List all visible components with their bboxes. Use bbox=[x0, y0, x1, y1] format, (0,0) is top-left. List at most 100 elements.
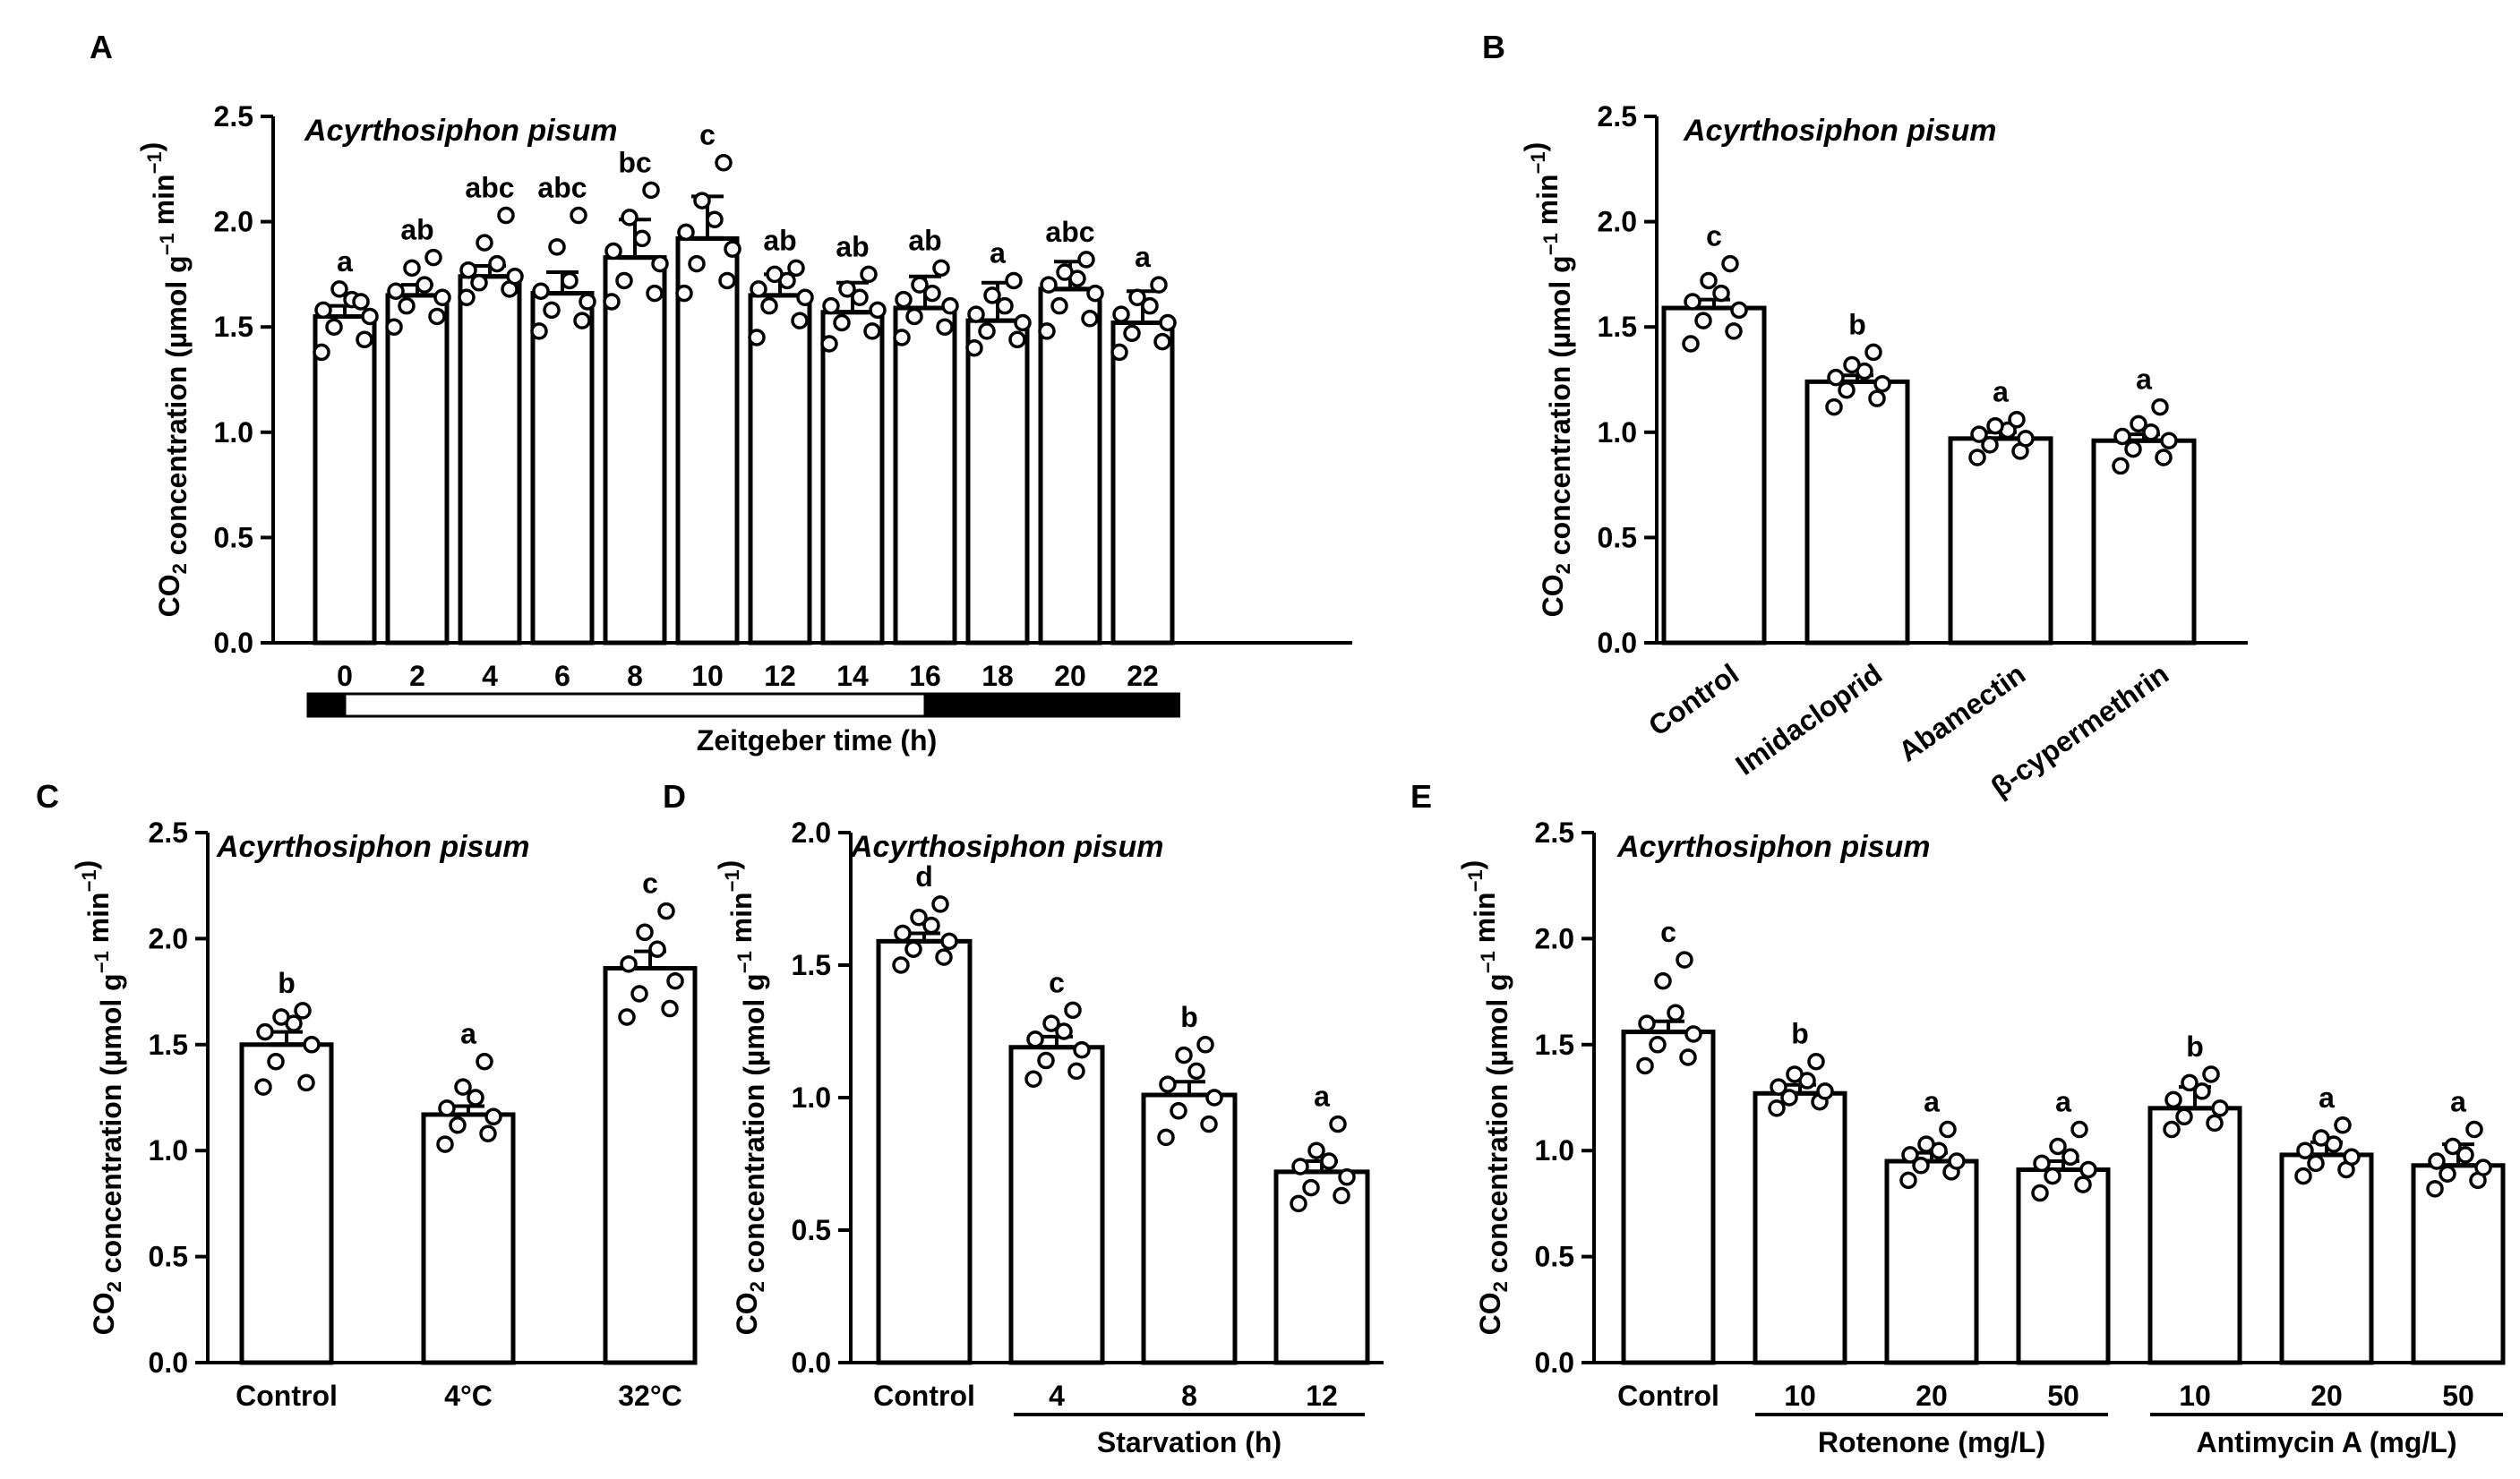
panel-letter: D bbox=[663, 778, 686, 815]
y-axis-label-part: ) bbox=[1519, 142, 1551, 152]
data-point bbox=[1684, 293, 1701, 311]
y-tick-label: 2.0 bbox=[1535, 922, 1574, 954]
data-point bbox=[2155, 449, 2173, 466]
data-point bbox=[1040, 276, 1058, 294]
bar bbox=[603, 966, 698, 1365]
y-axis-label: CO2 concentration (µmol g−1 min−1) bbox=[1519, 142, 1576, 618]
bar bbox=[421, 1112, 516, 1365]
y-tick-label: 0.0 bbox=[792, 1346, 831, 1379]
data-point bbox=[983, 286, 1001, 304]
light-phase-bar bbox=[343, 692, 927, 718]
significance-letter: ab bbox=[908, 224, 941, 256]
data-point bbox=[693, 192, 711, 209]
data-point bbox=[820, 335, 838, 353]
panel-b: B Acyrthosiphon pisum 0.0 0.5 1.0 1.5 2.0 2.5 CO… bbox=[1482, 29, 2248, 803]
group-label: Antimycin A (mg/L) bbox=[2197, 1426, 2457, 1458]
data-point bbox=[688, 254, 706, 273]
y-tick-label: 0.5 bbox=[1535, 1241, 1574, 1273]
data-point bbox=[484, 1107, 502, 1126]
data-point bbox=[615, 271, 633, 290]
y-tick-label: 1.5 bbox=[792, 949, 831, 981]
data-point bbox=[1843, 355, 1861, 374]
data-point bbox=[454, 1078, 472, 1096]
data-point bbox=[459, 261, 477, 279]
data-point bbox=[1026, 1030, 1044, 1048]
data-point bbox=[356, 330, 373, 349]
data-point bbox=[1638, 1014, 1656, 1032]
data-point bbox=[2456, 1146, 2474, 1164]
data-point bbox=[1056, 263, 1074, 281]
data-point bbox=[2439, 1165, 2456, 1183]
significance-letter: d bbox=[915, 860, 933, 893]
significance-letter: abc bbox=[1045, 216, 1094, 248]
data-point bbox=[932, 259, 950, 278]
data-point bbox=[1654, 972, 1672, 990]
data-point bbox=[1014, 313, 1032, 332]
data-point bbox=[922, 916, 940, 935]
data-point bbox=[1868, 389, 1886, 407]
data-point bbox=[2112, 457, 2130, 475]
data-point bbox=[675, 284, 693, 303]
bar bbox=[1038, 286, 1102, 645]
data-point bbox=[1700, 271, 1718, 290]
data-point bbox=[2444, 1137, 2462, 1156]
significance-letter: a bbox=[1135, 241, 1151, 273]
data-point bbox=[1024, 1070, 1042, 1089]
significance-letter: c bbox=[1660, 916, 1676, 948]
bar bbox=[2411, 1163, 2506, 1365]
bar bbox=[1804, 379, 1910, 645]
data-point bbox=[1008, 330, 1026, 349]
data-point bbox=[1333, 1186, 1350, 1205]
y-axis-label-part: ) bbox=[70, 860, 102, 870]
data-point bbox=[941, 296, 959, 315]
y-axis-label-part: CO bbox=[153, 574, 185, 617]
significance-letter: a bbox=[337, 245, 353, 278]
data-point bbox=[2202, 1065, 2220, 1083]
data-point bbox=[822, 296, 840, 315]
x-tick-label: 10 bbox=[1784, 1380, 1816, 1412]
bar bbox=[458, 274, 522, 645]
data-point bbox=[387, 282, 405, 300]
chart-title: Acyrthosiphon pisum bbox=[304, 114, 617, 148]
panel-a: A Acyrthosiphon pisum 0.0 0.5 1.0 1.5 2.0 2.5 CO… bbox=[90, 29, 1352, 757]
x-tick-label: 22 bbox=[1127, 660, 1159, 692]
bar bbox=[2279, 1152, 2374, 1365]
y-axis-label-part: −1 bbox=[1539, 233, 1562, 255]
data-point bbox=[2312, 1129, 2330, 1147]
data-point bbox=[796, 288, 814, 307]
data-point bbox=[724, 240, 741, 258]
y-tick-label: 2.5 bbox=[214, 100, 253, 133]
y-axis-label-part: 2 bbox=[1552, 563, 1574, 574]
data-point bbox=[1081, 310, 1099, 328]
y-axis-label-part: ) bbox=[135, 142, 167, 152]
data-point bbox=[438, 1099, 456, 1117]
data-point bbox=[2181, 1073, 2199, 1092]
data-point bbox=[2070, 1120, 2088, 1139]
data-point bbox=[1730, 301, 1748, 320]
data-point bbox=[254, 1078, 272, 1096]
data-point bbox=[1159, 1075, 1177, 1093]
data-point bbox=[2296, 1141, 2314, 1159]
x-tick-label: 32°C bbox=[618, 1380, 682, 1412]
data-point bbox=[449, 1116, 467, 1134]
data-point bbox=[1786, 1065, 1804, 1083]
y-axis-label-part: 2 bbox=[1489, 1281, 1512, 1292]
significance-letter: ab bbox=[400, 214, 433, 246]
x-tick-label: 12 bbox=[1306, 1380, 1338, 1412]
data-point bbox=[548, 238, 566, 256]
x-tick-label: 20 bbox=[2310, 1380, 2343, 1412]
data-point bbox=[2074, 1176, 2092, 1193]
panel-c: C Acyrthosiphon pisum 0.0 0.5 1.0 1.5 2.0 2.5 CO… bbox=[36, 778, 698, 1412]
data-point bbox=[398, 296, 416, 315]
data-point bbox=[1770, 1078, 1787, 1096]
y-axis-label-part: min bbox=[82, 892, 115, 951]
data-point bbox=[1676, 951, 1693, 969]
bar bbox=[965, 318, 1030, 645]
panel-letter: C bbox=[36, 778, 59, 815]
bar bbox=[313, 313, 377, 645]
data-point bbox=[267, 1052, 285, 1071]
data-point bbox=[892, 956, 910, 974]
data-point bbox=[2175, 1107, 2193, 1126]
bar bbox=[1273, 1169, 1370, 1365]
y-tick-label: 2.5 bbox=[1598, 100, 1637, 133]
